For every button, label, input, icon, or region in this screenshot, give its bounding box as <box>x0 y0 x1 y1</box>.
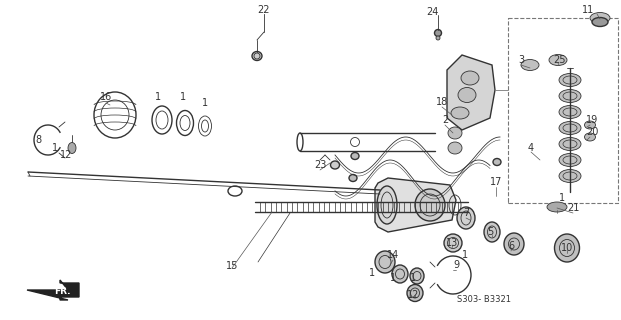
Text: 25: 25 <box>553 55 565 65</box>
Text: 1: 1 <box>559 193 565 203</box>
Text: 2: 2 <box>442 115 448 125</box>
Text: 1: 1 <box>390 273 396 283</box>
Text: FR.: FR. <box>54 286 70 295</box>
Text: 8: 8 <box>35 135 41 145</box>
Text: 14: 14 <box>387 250 399 260</box>
Text: 16: 16 <box>100 92 112 102</box>
Polygon shape <box>447 55 495 130</box>
Ellipse shape <box>484 222 500 242</box>
Ellipse shape <box>351 153 359 159</box>
Ellipse shape <box>493 158 501 165</box>
Text: 12: 12 <box>60 150 72 160</box>
Text: 1: 1 <box>52 143 58 153</box>
Ellipse shape <box>375 251 395 273</box>
Text: 11: 11 <box>582 5 594 15</box>
Ellipse shape <box>584 121 596 129</box>
Ellipse shape <box>392 265 408 283</box>
Ellipse shape <box>252 52 262 60</box>
Ellipse shape <box>549 54 567 66</box>
Text: 20: 20 <box>586 127 598 137</box>
Text: 5: 5 <box>487 227 493 237</box>
Text: 1: 1 <box>180 92 186 102</box>
Ellipse shape <box>461 71 479 85</box>
Text: 13: 13 <box>446 238 458 248</box>
Text: 1: 1 <box>155 92 161 102</box>
Bar <box>508 18 618 203</box>
Ellipse shape <box>448 142 462 154</box>
Ellipse shape <box>521 60 539 70</box>
Polygon shape <box>27 280 79 300</box>
Text: 1: 1 <box>410 273 416 283</box>
Text: 24: 24 <box>426 7 438 17</box>
Ellipse shape <box>559 138 581 150</box>
Ellipse shape <box>458 87 476 102</box>
Text: 1: 1 <box>369 268 375 278</box>
Ellipse shape <box>407 284 423 301</box>
Text: 23: 23 <box>314 160 326 170</box>
Text: 15: 15 <box>226 261 238 271</box>
Ellipse shape <box>559 170 581 182</box>
Ellipse shape <box>457 207 475 229</box>
Ellipse shape <box>555 234 579 262</box>
Text: 7: 7 <box>463 208 469 218</box>
Ellipse shape <box>436 36 440 40</box>
Ellipse shape <box>415 189 445 221</box>
Ellipse shape <box>559 122 581 134</box>
Ellipse shape <box>377 186 397 224</box>
Ellipse shape <box>559 106 581 118</box>
Ellipse shape <box>584 133 596 141</box>
Text: 6: 6 <box>508 241 514 251</box>
Text: 17: 17 <box>490 177 502 187</box>
Text: S303- B3321: S303- B3321 <box>457 295 511 305</box>
Ellipse shape <box>435 29 442 36</box>
Ellipse shape <box>592 18 608 27</box>
Ellipse shape <box>451 107 469 119</box>
Text: 4: 4 <box>528 143 534 153</box>
Text: 3: 3 <box>518 55 524 65</box>
Ellipse shape <box>444 234 462 252</box>
Ellipse shape <box>410 268 424 284</box>
Text: 1: 1 <box>202 98 208 108</box>
Ellipse shape <box>590 12 610 23</box>
Text: 10: 10 <box>561 243 573 253</box>
Ellipse shape <box>547 202 567 212</box>
Text: 9: 9 <box>453 260 459 270</box>
Text: 18: 18 <box>436 97 448 107</box>
Text: 22: 22 <box>256 5 270 15</box>
Ellipse shape <box>349 174 357 181</box>
Text: 19: 19 <box>586 115 598 125</box>
Ellipse shape <box>68 142 76 154</box>
Ellipse shape <box>559 90 581 102</box>
Ellipse shape <box>559 74 581 86</box>
Text: 12: 12 <box>407 290 419 300</box>
Text: 1: 1 <box>462 250 468 260</box>
Polygon shape <box>375 178 456 232</box>
Ellipse shape <box>504 233 524 255</box>
Ellipse shape <box>448 127 462 139</box>
Text: 21: 21 <box>567 203 579 213</box>
Ellipse shape <box>559 154 581 166</box>
Ellipse shape <box>330 161 340 169</box>
